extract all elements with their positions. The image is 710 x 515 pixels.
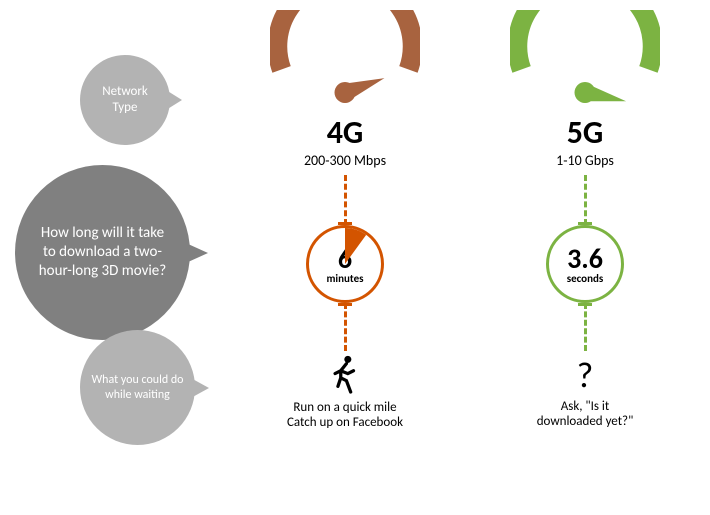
column-4g: 4G 200-300 Mbps 6 minutes Run on a quick… (255, 10, 435, 430)
label-4g: 4G (327, 113, 364, 152)
connector-bottom-4g (344, 303, 347, 355)
runner-icon (328, 355, 362, 400)
bubble-download-question: How long will it taketo download a two-h… (15, 165, 190, 340)
timer-value-5g: 3.6 (567, 245, 603, 273)
question-icon: ? (577, 355, 594, 399)
bubble-tail (166, 90, 182, 110)
timer-unit-5g: seconds (567, 273, 604, 284)
bubble-network-type-text: NetworkType (102, 84, 148, 117)
activity-4g-line1: Run on a quick mile (287, 400, 403, 415)
label-5g: 5G (567, 113, 604, 152)
connector-bottom-5g (584, 303, 587, 355)
activity-5g-line2: downloaded yet?" (537, 414, 634, 429)
bubble-while-waiting-text: What you could dowhile waiting (92, 373, 184, 403)
connector-top-5g (584, 169, 587, 225)
speed-4g: 200-300 Mbps (304, 152, 386, 169)
activity-4g-line2: Catch up on Facebook (287, 415, 403, 430)
bubble-tail (189, 377, 209, 399)
bubble-network-type: NetworkType (80, 55, 170, 145)
activity-5g-line1: Ask, "Is it (537, 399, 634, 414)
speed-5g: 1-10 Gbps (556, 152, 614, 169)
connector-top-4g (344, 169, 347, 225)
bubble-tail (177, 239, 208, 267)
timer-5g: 3.6 seconds (546, 225, 624, 303)
activity-5g: Ask, "Is it downloaded yet?" (537, 399, 634, 429)
column-5g: 5G 1-10 Gbps 3.6 seconds ? Ask, "Is it d… (495, 10, 675, 429)
timer-4g: 6 minutes (306, 225, 384, 303)
timer-slice-4g (309, 228, 381, 300)
gauge-5g-icon (510, 10, 660, 127)
bubble-while-waiting: What you could dowhile waiting (80, 330, 195, 445)
bubble-download-question-text: How long will it taketo download a two-h… (39, 224, 166, 280)
gauge-4g-icon (270, 10, 420, 127)
activity-4g: Run on a quick mile Catch up on Facebook (287, 400, 403, 430)
